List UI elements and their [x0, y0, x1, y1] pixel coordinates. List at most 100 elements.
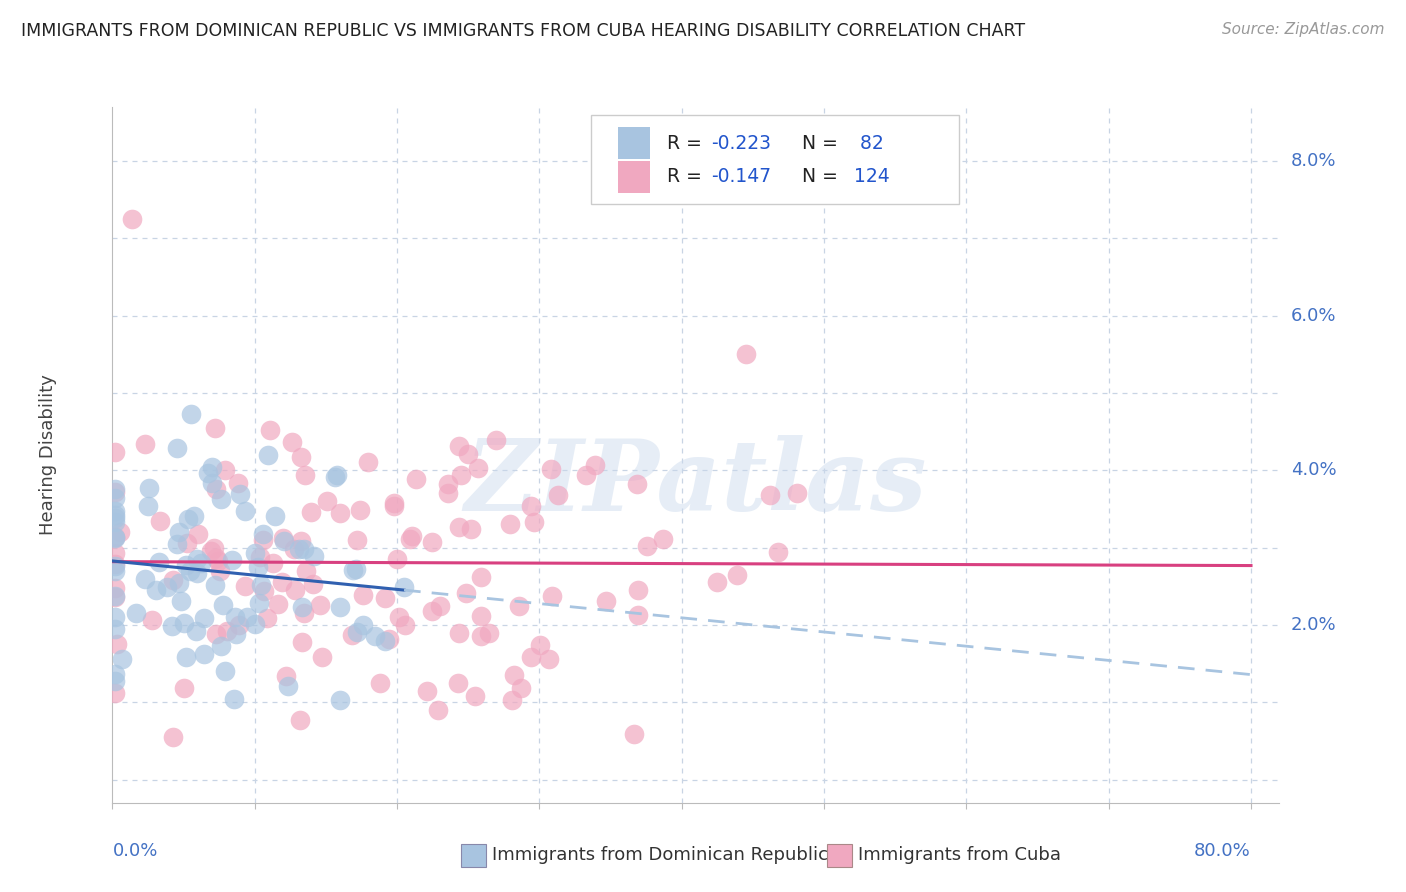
Point	[429, 599, 451, 613]
Point	[759, 488, 782, 502]
Text: ZIPatlas: ZIPatlas	[465, 434, 927, 531]
Point	[270, 575, 292, 590]
Point	[104, 667, 127, 681]
Point	[149, 514, 172, 528]
Point	[420, 535, 443, 549]
Point	[392, 580, 415, 594]
Point	[263, 508, 285, 523]
Point	[176, 536, 198, 550]
Point	[104, 483, 127, 497]
Point	[291, 599, 314, 614]
Point	[249, 596, 271, 610]
Point	[540, 462, 562, 476]
Text: 82: 82	[853, 134, 883, 153]
Point	[186, 552, 208, 566]
Point	[134, 437, 156, 451]
Text: 2.0%: 2.0%	[1291, 616, 1336, 634]
Point	[394, 618, 416, 632]
Point	[399, 532, 422, 546]
Point	[104, 515, 127, 529]
Point	[766, 545, 789, 559]
Point	[204, 420, 226, 434]
Point	[627, 583, 650, 598]
Point	[138, 481, 160, 495]
Point	[427, 703, 450, 717]
Point	[167, 524, 190, 539]
Point	[626, 477, 648, 491]
Point	[125, 606, 148, 620]
Point	[228, 617, 250, 632]
Point	[104, 557, 127, 571]
Point	[104, 511, 127, 525]
Point	[352, 617, 374, 632]
Point	[184, 624, 207, 638]
Text: 0.0%: 0.0%	[112, 842, 157, 860]
Point	[252, 533, 274, 547]
Point	[627, 608, 650, 623]
Point	[166, 441, 188, 455]
Point	[205, 627, 228, 641]
Point	[401, 529, 423, 543]
Point	[104, 622, 127, 636]
Point	[352, 588, 374, 602]
Point	[357, 454, 380, 468]
Point	[382, 499, 405, 513]
Point	[283, 542, 305, 557]
Text: R =: R =	[666, 167, 707, 186]
Text: Source: ZipAtlas.com: Source: ZipAtlas.com	[1222, 22, 1385, 37]
Point	[323, 470, 346, 484]
Point	[162, 619, 184, 633]
Point	[136, 499, 159, 513]
FancyBboxPatch shape	[591, 115, 959, 204]
Point	[104, 531, 127, 545]
Point	[104, 546, 127, 560]
Point	[520, 499, 543, 513]
Point	[470, 629, 492, 643]
Point	[311, 649, 333, 664]
Point	[193, 610, 215, 624]
Text: Immigrants from Dominican Republic: Immigrants from Dominican Republic	[492, 847, 828, 864]
Point	[541, 589, 564, 603]
Point	[464, 689, 486, 703]
Point	[179, 564, 201, 578]
Point	[420, 604, 443, 618]
Point	[193, 647, 215, 661]
Point	[460, 522, 482, 536]
Point	[623, 727, 645, 741]
Point	[204, 482, 226, 496]
Point	[222, 692, 245, 706]
Point	[186, 566, 208, 581]
Point	[204, 577, 226, 591]
Point	[236, 610, 259, 624]
Point	[214, 462, 236, 476]
Point	[281, 435, 304, 450]
Point	[290, 450, 312, 464]
Point	[405, 472, 427, 486]
Point	[246, 559, 269, 574]
Point	[162, 730, 184, 744]
Point	[271, 531, 294, 545]
Point	[291, 635, 314, 649]
Point	[249, 549, 271, 564]
Bar	[617, 128, 651, 159]
Point	[201, 475, 224, 490]
Text: 124: 124	[853, 167, 889, 186]
Point	[382, 496, 405, 510]
Point	[267, 598, 290, 612]
Point	[503, 668, 526, 682]
Point	[233, 579, 256, 593]
Point	[208, 564, 231, 578]
Point	[288, 542, 311, 557]
Point	[104, 673, 127, 688]
Point	[510, 681, 533, 695]
Point	[104, 565, 127, 579]
Point	[595, 594, 617, 608]
Point	[156, 580, 179, 594]
Point	[187, 527, 209, 541]
Point	[104, 610, 127, 624]
Point	[111, 652, 134, 666]
Point	[169, 576, 191, 591]
Point	[346, 533, 368, 548]
Point	[470, 609, 492, 624]
Point	[169, 594, 191, 608]
